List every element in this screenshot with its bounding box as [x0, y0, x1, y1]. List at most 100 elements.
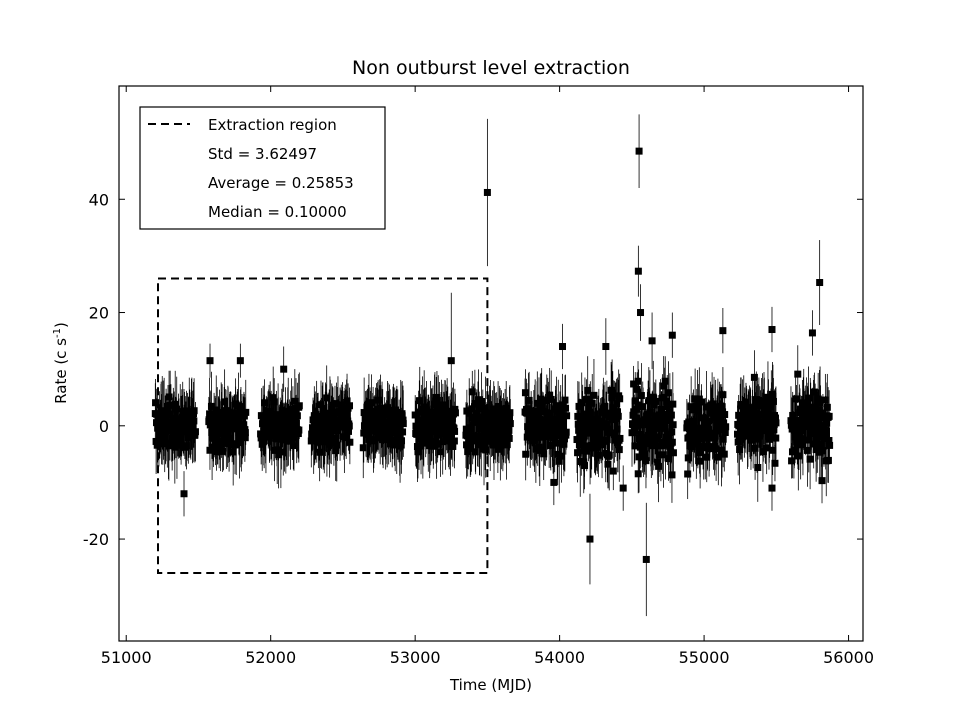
data-point — [573, 436, 581, 444]
legend-box — [139, 106, 386, 230]
data-point — [290, 434, 298, 442]
data-point — [309, 416, 317, 424]
data-point — [583, 424, 591, 432]
data-point — [164, 406, 172, 414]
data-point — [602, 343, 610, 351]
data-point — [634, 377, 642, 385]
data-point — [649, 393, 657, 401]
data-point — [448, 414, 456, 422]
data-point — [818, 447, 826, 455]
data-point — [442, 417, 450, 425]
legend-entry: Std = 3.62497 — [208, 145, 317, 163]
data-point — [650, 401, 658, 409]
data-point — [586, 535, 594, 543]
data-point — [547, 441, 555, 449]
data-point — [331, 421, 339, 429]
data-point — [431, 401, 439, 409]
data-point — [664, 417, 672, 425]
y-tick-label: -20 — [83, 530, 109, 549]
data-point — [616, 395, 624, 403]
data-point — [684, 454, 692, 462]
data-point — [160, 407, 168, 415]
legend-entry: Average = 0.25853 — [208, 174, 354, 192]
data-point — [635, 401, 643, 409]
data-point — [439, 401, 447, 409]
data-point — [584, 416, 592, 424]
data-point — [206, 357, 214, 365]
data-point — [770, 426, 778, 434]
data-point — [817, 409, 825, 417]
data-point — [546, 391, 554, 399]
data-point — [808, 329, 816, 337]
data-point — [323, 394, 331, 402]
data-point — [810, 388, 818, 396]
data-point — [538, 400, 546, 408]
data-point — [219, 447, 227, 455]
data-point — [822, 429, 830, 437]
chart-title: Non outburst level extraction — [352, 57, 630, 79]
y-tick-label: 20 — [89, 304, 109, 323]
data-point — [482, 423, 490, 431]
data-point — [474, 432, 482, 440]
x-tick-label: 53000 — [390, 648, 441, 667]
data-point — [472, 437, 480, 445]
data-point — [769, 446, 777, 454]
data-point — [317, 401, 325, 409]
data-point — [182, 415, 190, 423]
x-axis-label: Time (MJD) — [449, 676, 532, 694]
data-point — [661, 377, 669, 385]
data-point — [451, 409, 459, 417]
data-point — [577, 437, 585, 445]
data-point — [642, 555, 650, 563]
data-point — [468, 388, 476, 396]
data-point — [176, 436, 184, 444]
data-point — [535, 410, 543, 418]
data-point — [817, 440, 825, 448]
data-point — [165, 442, 173, 450]
data-point — [494, 445, 502, 453]
data-point — [669, 449, 677, 457]
data-point — [602, 420, 610, 428]
data-point — [609, 404, 617, 412]
x-tick-label: 52000 — [245, 648, 296, 667]
data-point — [737, 431, 745, 439]
data-point — [806, 422, 814, 430]
data-point — [662, 441, 670, 449]
data-point — [434, 431, 442, 439]
data-point — [696, 443, 704, 451]
plot-frame — [118, 85, 864, 642]
data-point — [471, 400, 479, 408]
data-point — [772, 419, 780, 427]
data-point — [741, 415, 749, 423]
data-point — [663, 430, 671, 438]
data-point — [540, 450, 548, 458]
data-point — [633, 385, 641, 393]
data-point — [312, 430, 320, 438]
data-point — [803, 399, 811, 407]
data-point — [816, 399, 824, 407]
axis-ticks: 51000 52000 53000 54000 55000 56000 -20 0 20 40 — [83, 86, 874, 667]
data-point — [560, 440, 568, 448]
data-point — [705, 445, 713, 453]
data-point — [433, 440, 441, 448]
data-point — [664, 389, 672, 397]
data-point — [451, 427, 459, 435]
data-point — [440, 430, 448, 438]
data-point — [280, 365, 288, 373]
data-point — [641, 416, 649, 424]
data-point — [668, 428, 676, 436]
data-point — [661, 424, 669, 432]
data-point — [490, 405, 498, 413]
data-point — [236, 439, 244, 447]
data-point — [750, 424, 758, 432]
data-point — [242, 408, 250, 416]
data-point — [265, 414, 273, 422]
data-point — [190, 407, 198, 415]
data-point — [558, 423, 566, 431]
data-point — [547, 395, 555, 403]
data-point — [654, 458, 662, 466]
data-point — [590, 391, 598, 399]
data-point — [768, 326, 776, 334]
data-point — [588, 422, 596, 430]
data-point — [705, 426, 713, 434]
